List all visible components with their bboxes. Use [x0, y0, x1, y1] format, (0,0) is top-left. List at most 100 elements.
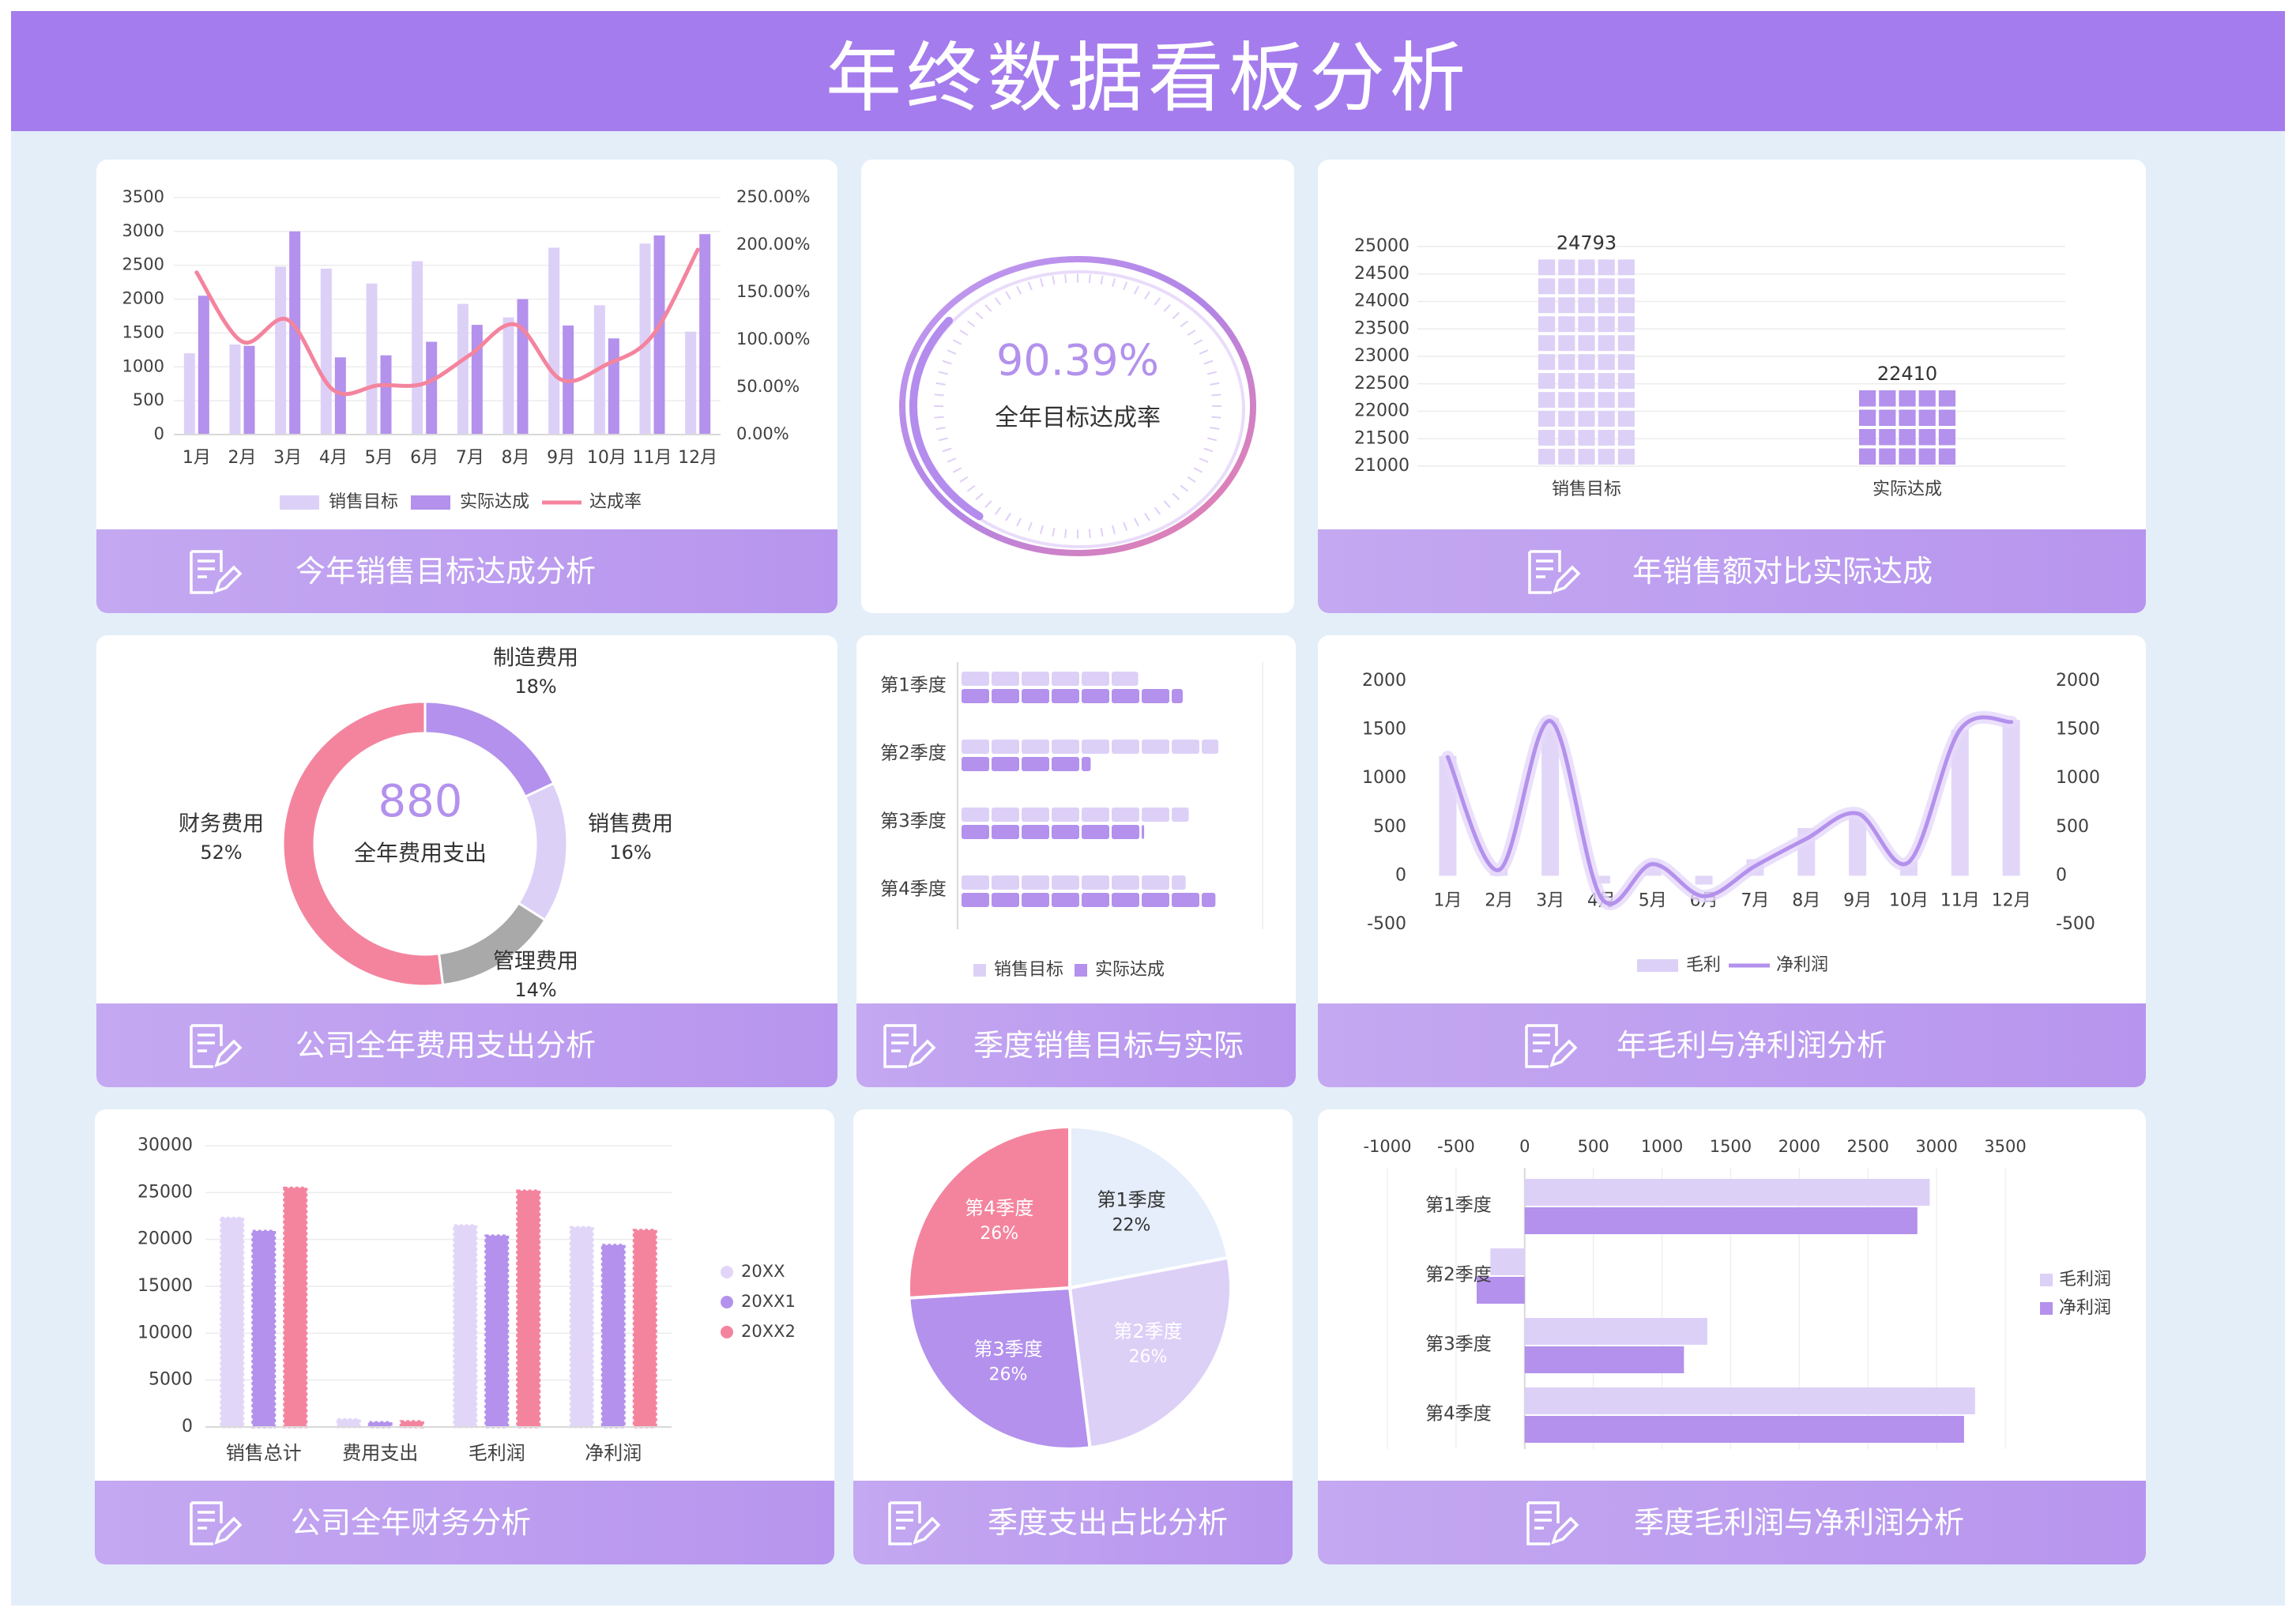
bar-cell: [1558, 354, 1575, 371]
card-title: 季度销售目标与实际: [973, 1028, 1244, 1063]
quarter-profit-chart: -1000 -500 0 500 1000 1500 2000 2500 3000 3500 第1季…: [1363, 1137, 2111, 1449]
gauge-tick: [994, 297, 1002, 306]
monthly-sales-chart: 0 500 1000 1500 2000 2500 3000 3500 0.00% 50.00% 1…: [122, 187, 811, 512]
bar-cell: [1879, 448, 1896, 465]
bar-cell: [1938, 390, 1955, 407]
bar-segment: [1022, 672, 1049, 686]
gauge-tick: [975, 492, 984, 501]
bar-cell: [1938, 448, 1955, 465]
bar-cell: [1558, 297, 1575, 314]
x-tick-label: 1月: [1433, 890, 1462, 910]
bar-cell: [1598, 297, 1615, 314]
bar-cell: [1879, 409, 1896, 427]
y2-tick-label: 2000: [2056, 671, 2100, 691]
legend-label: 净利润: [1776, 955, 1828, 975]
x-tick-label: 3000: [1915, 1137, 1957, 1156]
gauge-tick: [1064, 529, 1067, 538]
bar-segment: [1112, 689, 1139, 703]
card-annual-sales: 21000 21500 22000 22500 23000 23500 24000 24500…: [1318, 160, 2146, 613]
bar-cell: [1859, 409, 1876, 427]
legend-swatch: [280, 495, 319, 510]
bar-20xx: [220, 1216, 245, 1429]
bar-segment: [1112, 740, 1139, 754]
gauge-tick: [1112, 525, 1116, 535]
bar-segment: [1082, 893, 1109, 907]
card-title: 今年销售目标达成分析: [295, 554, 597, 589]
x-tick-label: 2月: [228, 448, 257, 468]
y-tick-label: 第2季度: [1425, 1265, 1492, 1286]
y-tick-label: 15000: [137, 1276, 193, 1296]
bar-cell: [1598, 430, 1615, 446]
gauge-tick: [1187, 476, 1196, 483]
x-tick-label: 0: [1519, 1137, 1530, 1156]
bar-sales-target: [320, 269, 332, 435]
gauge-tick: [1027, 521, 1033, 531]
bar-cell: [1598, 259, 1615, 276]
bar-cell: [1918, 409, 1936, 427]
finance-bar-chart: 0 5000 10000 15000 20000 25000 30000 销售总计 费用支出 毛利…: [137, 1135, 796, 1464]
gauge-tick: [966, 484, 976, 492]
bar-segment: [1142, 825, 1145, 839]
bar-segment: [962, 808, 989, 822]
expense-donut-chart: 880 全年费用支出 制造费用 18% 销售费用 16% 管理费用 14% 财务费用 52%: [179, 646, 673, 1002]
card-footer: 公司全年财务分析: [95, 1481, 834, 1564]
gauge-tick: [1154, 297, 1161, 306]
gauge-tick: [1210, 382, 1220, 386]
pie-slice: [1067, 1255, 1233, 1450]
gauge-tick: [1193, 467, 1203, 473]
legend-swatch: [721, 1326, 733, 1338]
bar-segment: [962, 757, 989, 771]
bar-segment: [1052, 689, 1079, 703]
bar-20xx2: [283, 1186, 308, 1429]
x-tick-label: 2月: [1485, 890, 1513, 910]
x-tick-label: 12月: [678, 448, 717, 468]
y2-tick-label: 0.00%: [736, 424, 789, 443]
y2-tick-label: 1500: [2056, 720, 2100, 740]
bar-sales-target: [183, 353, 195, 435]
bar-segment: [1112, 893, 1139, 907]
bar-segment: [1082, 875, 1109, 890]
card-footer: 季度销售目标与实际: [856, 1003, 1296, 1087]
bar-segment: [1052, 825, 1079, 839]
gauge-tick: [1100, 275, 1104, 285]
bar-cell: [1938, 429, 1955, 446]
gauge-tick: [1203, 447, 1214, 453]
gauge-tick: [1211, 393, 1221, 397]
bar-cell: [1617, 411, 1635, 427]
y-tick-label: 1000: [122, 356, 164, 375]
y-tick-label: 1000: [1362, 768, 1406, 788]
bar-segment: [1112, 808, 1139, 822]
bar-segment: [992, 672, 1019, 686]
gauge-tick: [1005, 291, 1011, 300]
x-tick-label: 8月: [502, 448, 530, 468]
bar-gross-profit: [1524, 1179, 1930, 1206]
bar-sales-target: [548, 247, 560, 435]
bar-segment: [1142, 875, 1169, 890]
bar-cell: [1558, 335, 1575, 352]
gauge-tick: [938, 371, 949, 375]
bar-segment: [1082, 825, 1109, 839]
slice-name-label: 销售费用: [588, 812, 673, 837]
bar-cell: [1538, 392, 1556, 408]
bar-cell: [1558, 373, 1575, 390]
bar-cell: [1617, 297, 1635, 314]
pie-slice: [907, 1124, 1071, 1300]
x-tick-label: -500: [1437, 1137, 1475, 1156]
gauge-tick: [942, 447, 952, 453]
bar-cell: [1617, 430, 1635, 446]
bar-cell: [1598, 278, 1615, 295]
card-quarter-profit: -1000 -500 0 500 1000 1500 2000 2500 3000 3500 第1季…: [1318, 1109, 2146, 1564]
y-tick-label: 21000: [1354, 456, 1410, 476]
y-tick-label: 22500: [1354, 374, 1410, 393]
bar-cell: [1617, 449, 1635, 465]
bar-actual: [334, 357, 346, 435]
card-quarter-sales: 第1季度 第2季度 第3季度 第4季度 销售目标 实际达成 季度销售目标与实际: [856, 635, 1296, 1087]
data-label: 24793: [1556, 232, 1617, 254]
title-banner: 年终数据看板分析: [11, 11, 2285, 131]
bar-cell: [1899, 409, 1916, 427]
y-tick-label: 3500: [122, 187, 164, 206]
gauge-tick: [1039, 277, 1044, 288]
gauge-tick: [1193, 339, 1203, 345]
bar-cell: [1578, 278, 1595, 295]
